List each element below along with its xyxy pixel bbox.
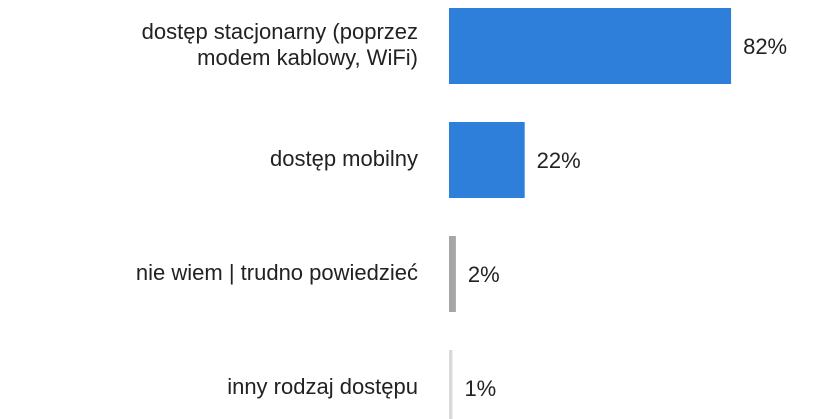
bar	[449, 8, 732, 84]
bar	[449, 236, 456, 312]
value-label: 22%	[537, 148, 581, 173]
bar	[449, 122, 525, 198]
category-label: inny rodzaj dostępu	[227, 374, 418, 399]
value-label: 2%	[468, 262, 500, 287]
value-label: 1%	[464, 376, 496, 401]
category-label: nie wiem | trudno powiedzieć	[136, 260, 418, 285]
category-label: dostęp mobilny	[270, 146, 418, 171]
value-label: 82%	[743, 34, 787, 59]
category-label: dostęp stacjonarny (poprzez modem kablowy…	[142, 19, 418, 70]
bar	[449, 350, 453, 419]
